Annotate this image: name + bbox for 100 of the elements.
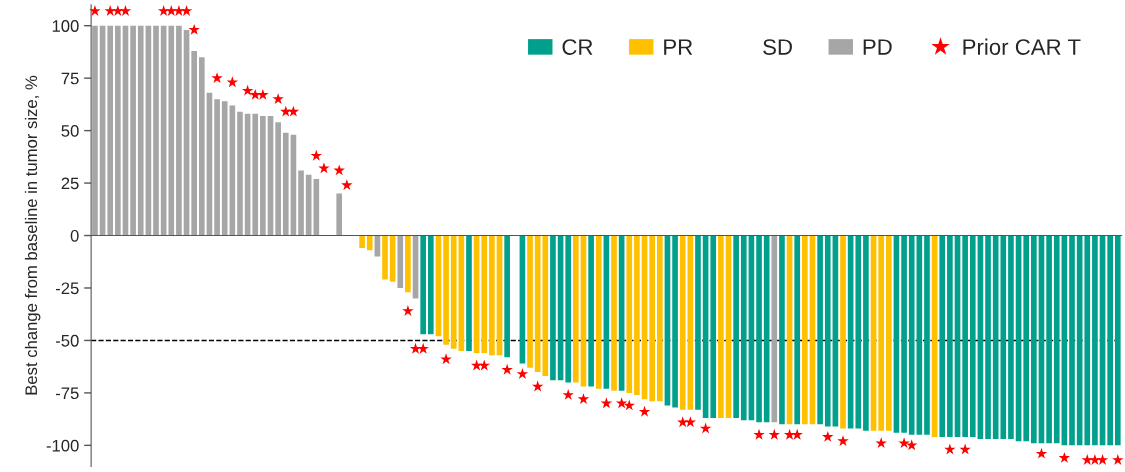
bar xyxy=(656,235,663,402)
legend-label: PD xyxy=(863,39,892,55)
bar xyxy=(504,235,510,358)
bar xyxy=(969,235,976,437)
bar xyxy=(626,235,633,393)
point xyxy=(699,422,712,434)
bar xyxy=(176,25,182,236)
bar xyxy=(1000,235,1007,440)
point xyxy=(905,439,918,451)
bar xyxy=(1046,235,1052,444)
bar xyxy=(1008,235,1014,440)
point xyxy=(173,5,185,16)
bar xyxy=(489,235,495,356)
bar xyxy=(527,235,533,368)
bar xyxy=(817,235,823,425)
bar xyxy=(695,235,701,410)
bar xyxy=(595,235,602,389)
y-tick-label: 0 xyxy=(70,229,79,242)
bar xyxy=(168,25,175,236)
bar xyxy=(298,170,304,236)
point xyxy=(104,5,116,16)
point xyxy=(157,5,170,16)
bar xyxy=(130,25,136,236)
point xyxy=(119,5,132,16)
bar xyxy=(573,235,579,383)
point xyxy=(1081,454,1093,465)
bar xyxy=(214,99,220,236)
y-axis-title: Best change from baseline in tumor size, % xyxy=(24,75,41,395)
point xyxy=(822,430,834,442)
point xyxy=(1112,454,1124,465)
point xyxy=(89,5,101,16)
bar xyxy=(198,57,205,236)
point xyxy=(470,359,483,371)
bar xyxy=(878,235,884,431)
point xyxy=(577,393,590,405)
bar xyxy=(855,235,862,429)
bar xyxy=(710,235,717,419)
bar xyxy=(221,101,228,236)
point xyxy=(188,23,200,35)
point xyxy=(241,84,254,96)
bar xyxy=(382,235,388,280)
y-tick-label: 25 xyxy=(61,177,79,190)
bar xyxy=(908,235,915,435)
bar xyxy=(397,235,404,288)
bar xyxy=(359,235,365,249)
legend-label: PR xyxy=(664,39,693,55)
bar xyxy=(282,132,289,236)
point xyxy=(272,93,284,105)
bar xyxy=(107,25,114,236)
bar xyxy=(137,25,144,236)
point xyxy=(875,437,887,449)
bar xyxy=(443,235,449,345)
bar xyxy=(718,235,724,419)
point xyxy=(180,5,193,16)
bar xyxy=(1069,235,1075,446)
bar xyxy=(947,235,953,437)
bar xyxy=(733,235,739,419)
bar xyxy=(237,111,243,236)
bar xyxy=(115,25,121,236)
point xyxy=(402,305,414,316)
point xyxy=(684,416,697,428)
bar xyxy=(1031,235,1037,444)
y-tick-label: -75 xyxy=(55,387,79,400)
point xyxy=(562,388,574,400)
bar xyxy=(740,235,747,421)
y-tick-label: -50 xyxy=(55,334,79,347)
bar xyxy=(153,25,159,236)
point xyxy=(837,435,849,447)
bar xyxy=(779,235,785,425)
bar xyxy=(405,235,411,293)
bar xyxy=(840,235,846,429)
bar xyxy=(824,235,831,427)
bar xyxy=(679,235,686,410)
text: SD xyxy=(763,39,792,55)
point xyxy=(753,428,765,440)
point xyxy=(1089,454,1101,465)
bar xyxy=(588,235,594,387)
bar xyxy=(1053,235,1060,444)
point xyxy=(310,149,323,161)
legend-label: Prior CAR T xyxy=(963,38,1081,55)
point xyxy=(516,368,529,379)
legend-label: CR xyxy=(562,39,593,55)
bar xyxy=(481,235,488,354)
bar xyxy=(366,235,373,251)
point xyxy=(1058,451,1071,463)
point xyxy=(226,76,239,88)
point xyxy=(623,399,635,411)
bar xyxy=(985,235,991,440)
bar xyxy=(885,235,892,431)
y-tick-label: -25 xyxy=(55,282,79,295)
point xyxy=(249,88,261,100)
bar xyxy=(466,235,472,351)
bar xyxy=(336,193,343,236)
bar xyxy=(275,122,281,236)
point xyxy=(898,437,910,449)
bar xyxy=(542,235,549,377)
bar xyxy=(565,235,572,383)
bar xyxy=(450,235,457,349)
point xyxy=(440,353,452,365)
bar xyxy=(550,235,556,381)
